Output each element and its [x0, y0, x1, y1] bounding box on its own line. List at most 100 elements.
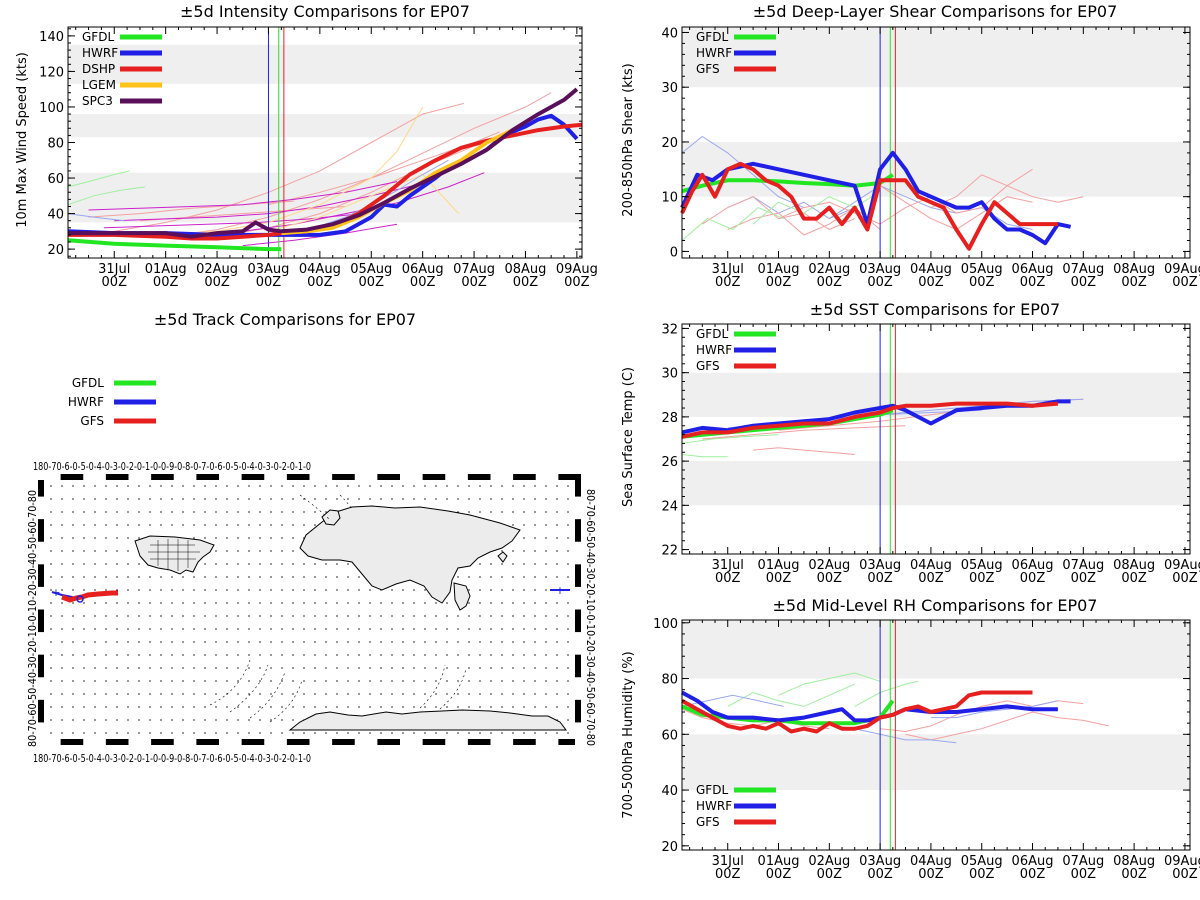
antarctic-fan-lines — [209, 494, 467, 723]
intensity-legend-label-dshp: DSHP — [82, 62, 115, 76]
map-check-right — [575, 632, 581, 655]
rh-xtick-label-time-6: 00Z — [1020, 867, 1046, 882]
intensity-title: ±5d Intensity Comparisons for EP07 — [180, 2, 470, 21]
shear-xtick-label-7: 07Aug — [1062, 262, 1104, 277]
rh-ghost-line-5 — [905, 711, 1109, 741]
shear-shaded-band-0 — [682, 141, 1190, 197]
rh-xtick-label-4: 04Aug — [910, 854, 952, 869]
intensity-ytick-label-2: 60 — [47, 172, 64, 187]
sst-xtick-label-6: 06Aug — [1012, 558, 1054, 573]
rh-ghost-line-1 — [778, 672, 881, 696]
sst-ghost-line-0 — [681, 454, 728, 458]
shear-xtick-label-time-7: 00Z — [1071, 275, 1097, 290]
shear-title: ±5d Deep-Layer Shear Comparisons for EP0… — [753, 2, 1118, 21]
intensity-ylabel: 10m Max Wind Speed (kts) — [15, 52, 30, 228]
rh-xtick-label-time-1: 00Z — [766, 867, 792, 882]
shear-xtick-label-time-1: 00Z — [766, 275, 792, 290]
sst-xtick-label-time-6: 00Z — [1020, 571, 1046, 586]
sst-xtick-label-5: 05Aug — [961, 558, 1003, 573]
track-panel: ±5d Track Comparisons for EP07 GFDL HWRF… — [26, 310, 597, 765]
map-check-bottom — [173, 739, 197, 745]
japan-landmass — [497, 551, 508, 563]
intensity-series-spc3 — [68, 87, 579, 239]
rh-xtick-label-time-2: 00Z — [817, 867, 843, 882]
map-check-bottom — [128, 739, 152, 745]
sst-xtick-label-1: 01Aug — [758, 558, 800, 573]
intensity-xtick-label-time-8: 00Z — [513, 275, 539, 290]
map-check-right — [575, 586, 581, 610]
rh-shaded-band-1 — [682, 620, 1190, 679]
shear-ytick-label-0: 0 — [670, 245, 678, 260]
sst-ghost-line-2 — [753, 447, 855, 455]
rh-xtick-label-2: 02Aug — [808, 854, 850, 869]
map-check-top — [38, 474, 61, 480]
intensity-ytick-label-5: 120 — [39, 65, 64, 80]
shear-xtick-label-time-2: 00Z — [817, 275, 843, 290]
map-frame-checks — [38, 474, 581, 745]
sst-xtick-label-time-5: 00Z — [969, 571, 995, 586]
intensity-xtick-label-5: 05Aug — [350, 262, 392, 277]
shear-xtick-label-time-5: 00Z — [969, 275, 995, 290]
rh-xtick-label-time-3: 00Z — [867, 867, 893, 882]
intensity-ytick-label-4: 100 — [39, 101, 64, 116]
intensity-xtick-label-time-4: 00Z — [307, 275, 333, 290]
rh-ylabel: 700-500hPa Humidity (%) — [621, 651, 636, 818]
sst-ylabel: Sea Surface Temp (C) — [621, 367, 636, 507]
shear-xtick-label-time-6: 00Z — [1020, 275, 1046, 290]
track-title: ±5d Track Comparisons for EP07 — [154, 310, 416, 329]
intensity-legend-label-lgem: LGEM — [82, 78, 116, 92]
shear-xtick-label-5: 05Aug — [961, 262, 1003, 277]
sst-xtick-label-time-7: 00Z — [1071, 571, 1097, 586]
intensity-ytick-label-0: 20 — [47, 243, 64, 258]
intensity-legend-label-spc3: SPC3 — [82, 94, 113, 108]
rh-xtick-label-1: 01Aug — [758, 854, 800, 869]
intensity-ghost-line-8 — [88, 181, 398, 211]
intensity-ytick-label-6: 140 — [39, 30, 64, 45]
rh-legend-label-hwrf: HWRF — [696, 799, 732, 813]
map-check-top — [490, 474, 514, 480]
map-check-right — [575, 722, 581, 745]
map-check-right — [575, 541, 581, 565]
shear-xtick-label-time-3: 00Z — [867, 275, 893, 290]
rh-xtick-label-time-0: 00Z — [715, 867, 741, 882]
rh-xtick-label-7: 07Aug — [1062, 854, 1104, 869]
rh-shaded-band-0 — [682, 734, 1190, 791]
shear-ghost-line-4 — [778, 168, 1033, 225]
map-check-bottom — [535, 739, 559, 745]
sst-series-gfs — [681, 401, 1059, 439]
shear-xtick-label-1: 01Aug — [758, 262, 800, 277]
shear-series-gfs — [680, 161, 1058, 251]
shear-ghost-line-8 — [681, 207, 784, 241]
rh-xtick-label-6: 06Aug — [1012, 854, 1054, 869]
sst-ytick-label-0: 22 — [661, 544, 678, 559]
shear-xtick-label-0: 31Jul — [712, 262, 744, 277]
sst-ytick-label-5: 32 — [661, 322, 678, 337]
map-check-top — [535, 474, 559, 480]
sst-plot-frame — [681, 323, 1191, 555]
intensity-ghost-line-16 — [67, 213, 125, 222]
intensity-legend-label-hwrf: HWRF — [82, 46, 118, 60]
intensity-legend-label-gfdl: GFDL — [82, 30, 114, 44]
shear-plot-frame — [681, 26, 1191, 259]
track-legend-label-gfs: GFS — [80, 414, 104, 428]
shear-ytick-label-3: 30 — [661, 81, 678, 96]
shear-ylabel: 200-850hPa Shear (kts) — [621, 63, 636, 216]
map-check-left — [38, 541, 44, 565]
rh-xtick-label-time-5: 00Z — [969, 867, 995, 882]
antarctica-landmass — [288, 709, 567, 731]
sst-xtick-label-0: 31Jul — [712, 558, 744, 573]
sst-legend-label-gfs: GFS — [696, 359, 720, 373]
intensity-ytick-label-1: 40 — [47, 208, 64, 223]
rh-ghost-line-7 — [854, 728, 957, 744]
intensity-ytick-label-3: 80 — [47, 137, 64, 152]
map-check-bottom — [83, 739, 106, 745]
rh-series-hwrf — [681, 690, 1058, 723]
intensity-shaded-band-1 — [68, 114, 582, 138]
intensity-ghost-line-5 — [88, 200, 295, 218]
map-check-left — [38, 677, 44, 700]
shear-ytick-label-2: 20 — [661, 136, 678, 151]
intensity-series-gfdl — [67, 238, 282, 252]
shear-series-hwrf — [680, 150, 1072, 246]
map-check-top — [219, 474, 242, 480]
